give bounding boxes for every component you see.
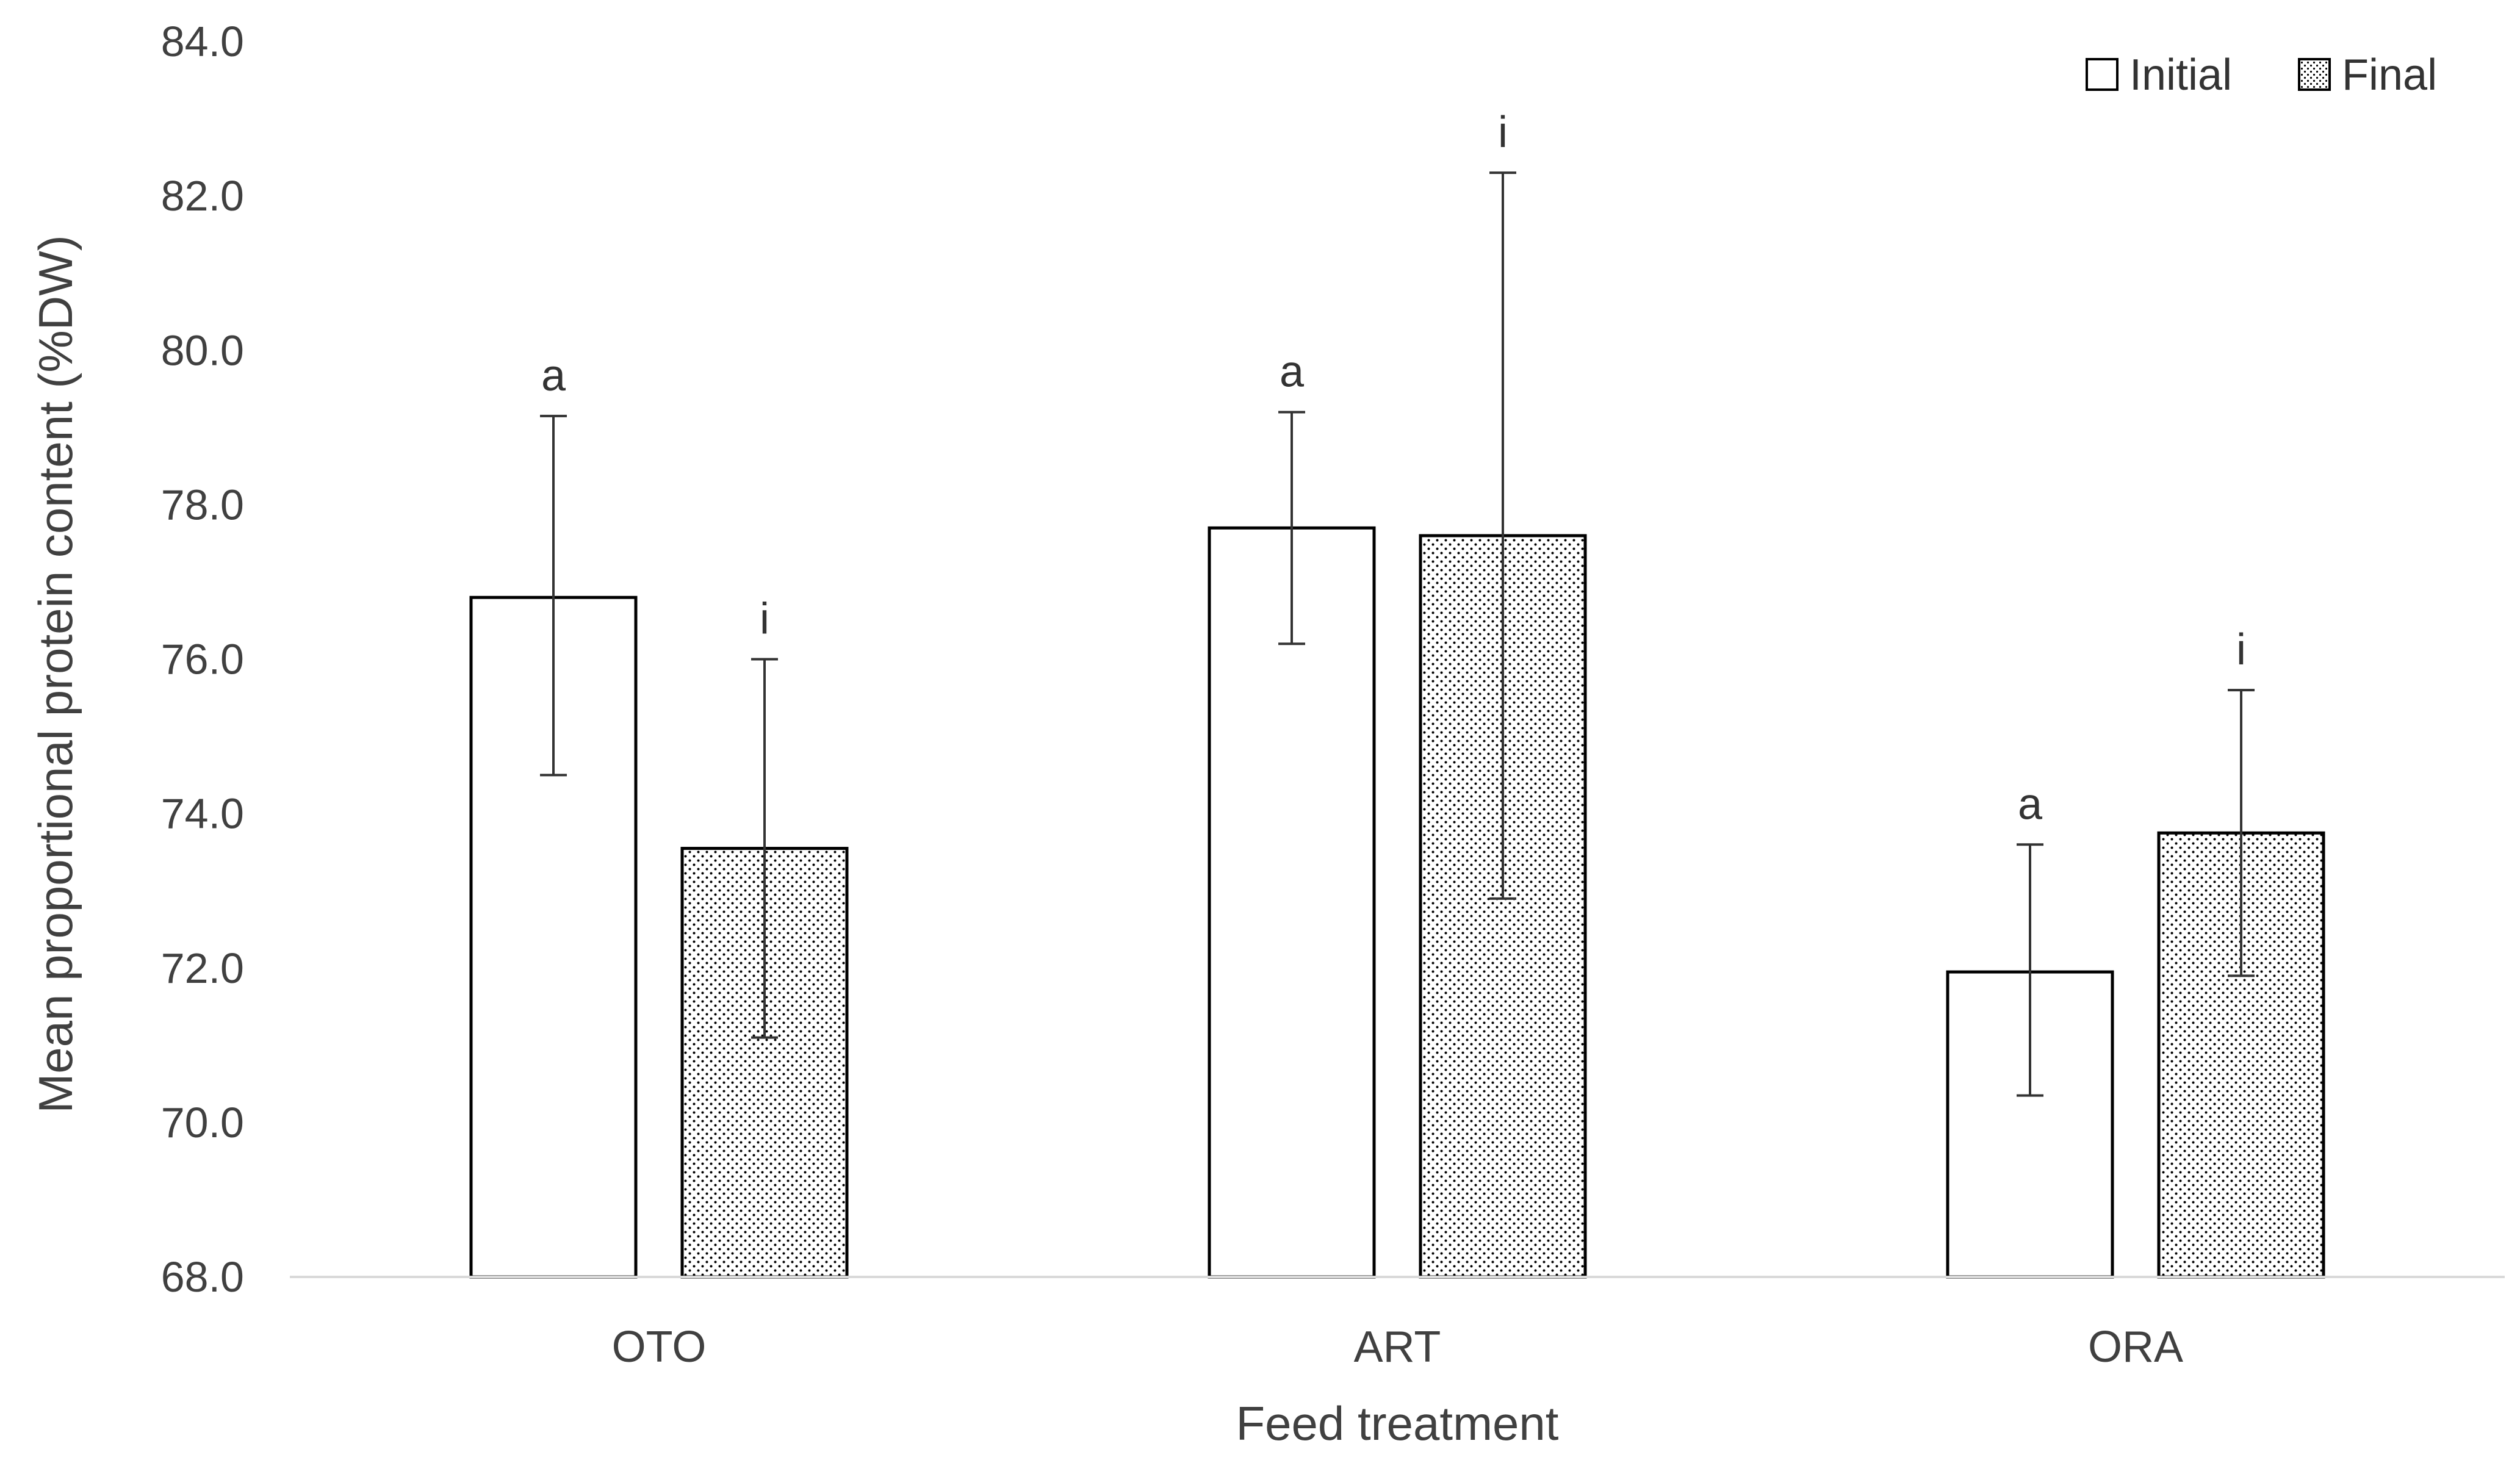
legend-label-initial: Initial <box>2129 51 2232 99</box>
significance-label: a <box>1280 348 1305 397</box>
significance-labels: a i a i a i <box>541 108 2246 829</box>
error-bar-final-art <box>1489 171 1516 900</box>
significance-label: i <box>1498 108 1508 157</box>
error-bar-initial-oto <box>540 414 567 777</box>
y-tick-label: 80.0 <box>161 326 244 374</box>
error-bar-initial-ora <box>2017 843 2043 1097</box>
legend-item-final: Final <box>2298 51 2437 99</box>
y-tick-label: 70.0 <box>161 1099 244 1146</box>
x-axis-title: Feed treatment <box>1236 1397 1559 1450</box>
legend-item-initial: Initial <box>2086 51 2232 99</box>
y-axis-title: Mean proportional protein content (%DW) <box>29 235 82 1113</box>
y-tick-label: 84.0 <box>161 18 244 65</box>
y-axis-ticks: 68.0 70.0 72.0 74.0 76.0 78.0 80.0 82.0 84.0 <box>161 18 244 1301</box>
significance-label: i <box>2236 625 2246 674</box>
error-bar-final-ora <box>2228 689 2255 977</box>
bars <box>469 526 2325 1279</box>
y-tick-label: 76.0 <box>161 636 244 683</box>
significance-label: a <box>2018 780 2043 829</box>
y-tick-label: 74.0 <box>161 790 244 838</box>
y-tick-label: 82.0 <box>161 172 244 220</box>
x-tick-label: ART <box>1354 1323 1441 1372</box>
legend-label-final: Final <box>2342 51 2437 99</box>
y-tick-label: 72.0 <box>161 944 244 992</box>
error-bar-final-oto <box>751 658 778 1039</box>
y-tick-label: 78.0 <box>161 481 244 528</box>
y-tick-label: 68.0 <box>161 1253 244 1301</box>
legend-swatch-initial <box>2086 58 2119 91</box>
significance-label: i <box>760 595 769 644</box>
x-tick-label: ORA <box>2088 1323 2183 1372</box>
significance-label: a <box>541 351 566 400</box>
legend-swatch-final <box>2298 58 2331 91</box>
error-bars <box>540 171 2255 1097</box>
legend: Initial Final <box>2086 51 2437 99</box>
error-bar-initial-art <box>1278 411 1305 645</box>
x-axis-categories: OTO ART ORA <box>612 1323 2183 1372</box>
x-tick-label: OTO <box>612 1323 707 1372</box>
